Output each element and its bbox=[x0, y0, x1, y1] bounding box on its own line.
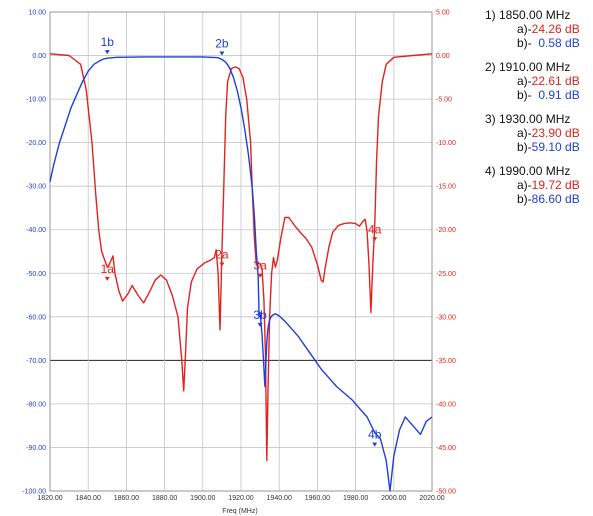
legend-marker-4: 4) 1990.00 MHz a)-19.72 dB b)-86.60 dB bbox=[485, 164, 589, 206]
legend-frequency: 3) 1930.00 MHz bbox=[485, 112, 571, 126]
y-right-tick-label: -25.00 bbox=[436, 271, 456, 278]
series-line-blue bbox=[49, 56, 433, 492]
marker-3b-label: 3b bbox=[253, 308, 267, 322]
legend-b-value: 59.10 dB bbox=[531, 140, 580, 154]
marker-4b-label: 4b bbox=[368, 428, 382, 442]
x-tick-label: 1840.00 bbox=[76, 495, 101, 502]
y-left-tick-label: 10.00 bbox=[28, 10, 46, 17]
x-tick-label: 1880.00 bbox=[152, 495, 177, 502]
y-left-tick-label: -70.00 bbox=[26, 358, 46, 365]
y-right-tick-label: -45.00 bbox=[436, 445, 456, 452]
legend-frequency: 4) 1990.00 MHz bbox=[485, 164, 571, 178]
legend-a-value: 24.26 dB bbox=[531, 22, 580, 36]
marker-1a-triangle bbox=[104, 276, 110, 281]
legend-frequency: 2) 1910.00 MHz bbox=[485, 60, 571, 74]
y-right-tick-label: 0.00 bbox=[436, 53, 450, 60]
y-right-tick-label: -50.00 bbox=[436, 489, 456, 496]
y-left-tick-label: -80.00 bbox=[26, 401, 46, 408]
y-left-tick-label: -10.00 bbox=[26, 97, 46, 104]
legend-frequency: 1) 1850.00 MHz bbox=[485, 8, 571, 22]
x-tick-label: 1940.00 bbox=[267, 495, 292, 502]
marker-2a-label: 2a bbox=[215, 247, 229, 261]
legend-b-prefix: b)- bbox=[517, 140, 532, 154]
marker-4a-triangle bbox=[372, 237, 378, 242]
legend-a-prefix: a)- bbox=[517, 126, 532, 140]
plot-frame bbox=[49, 11, 433, 492]
marker-1b-label: 1b bbox=[101, 35, 115, 49]
x-tick-label: 1900.00 bbox=[190, 495, 215, 502]
x-tick-label: 1860.00 bbox=[114, 495, 139, 502]
y-left-tick-label: -40.00 bbox=[26, 227, 46, 234]
legend-marker-3: 3) 1930.00 MHz a)-23.90 dB b)-59.10 dB bbox=[485, 112, 589, 154]
y-left-tick-label: -90.00 bbox=[26, 445, 46, 452]
legend-b-value: 0.58 dB bbox=[531, 36, 580, 50]
x-tick-label: 1960.00 bbox=[305, 495, 330, 502]
y-right-tick-label: -15.00 bbox=[436, 184, 456, 191]
series-line-red bbox=[49, 53, 433, 462]
y-left-tick-label: -50.00 bbox=[26, 271, 46, 278]
marker-3a-triangle bbox=[257, 273, 263, 278]
legend-marker-1: 1) 1850.00 MHz a)-24.26 dB b)- 0.58 dB bbox=[485, 8, 589, 50]
y-left-tick-label: -60.00 bbox=[26, 314, 46, 321]
legend-a-prefix: a)- bbox=[517, 178, 532, 192]
marker-4b-triangle bbox=[372, 442, 378, 447]
marker-3a-label: 3a bbox=[253, 259, 267, 273]
marker-3b-triangle bbox=[257, 322, 263, 327]
y-right-tick-label: -5.00 bbox=[436, 97, 452, 104]
legend-a-value: 23.90 dB bbox=[531, 126, 580, 140]
legend-b-value: 0.91 dB bbox=[531, 88, 580, 102]
legend-a-value: 19.72 dB bbox=[531, 178, 580, 192]
x-axis-title: Freq (MHz) bbox=[222, 508, 257, 515]
y-left-tick-label: -30.00 bbox=[26, 184, 46, 191]
series-layer bbox=[49, 53, 433, 492]
x-tick-label: 1820.00 bbox=[37, 495, 62, 502]
legend-marker-2: 2) 1910.00 MHz a)-22.61 dB b)- 0.91 dB bbox=[485, 60, 589, 102]
marker-2b-label: 2b bbox=[215, 37, 229, 51]
y-right-tick-label: -35.00 bbox=[436, 358, 456, 365]
axis-ticks: 10.00 5.00 0.00 0.00 -10.00 -5.00 -20.00 -10.00… bbox=[22, 10, 456, 503]
legend-b-prefix: b)- bbox=[517, 192, 532, 206]
legend-a-value: 22.61 dB bbox=[531, 74, 580, 88]
x-tick-label: 2000.00 bbox=[381, 495, 406, 502]
x-tick-label: 1920.00 bbox=[228, 495, 253, 502]
marker-layer: 1a 1b 2a 2b 3a 3b 4a 4b bbox=[101, 35, 382, 447]
x-tick-label: 1980.00 bbox=[343, 495, 368, 502]
marker-1b-triangle bbox=[104, 50, 110, 55]
legend-b-prefix: b)- bbox=[517, 36, 532, 50]
marker-readout-legend: 1) 1850.00 MHz a)-24.26 dB b)- 0.58 dB 2) 1… bbox=[485, 8, 589, 216]
y-right-tick-label: 5.00 bbox=[436, 10, 450, 17]
marker-2a-triangle bbox=[219, 262, 225, 267]
legend-a-prefix: a)- bbox=[517, 22, 532, 36]
marker-2b-triangle bbox=[219, 51, 225, 56]
y-right-tick-label: -40.00 bbox=[436, 401, 456, 408]
y-left-tick-label: -20.00 bbox=[26, 140, 46, 147]
plot-grid bbox=[49, 11, 433, 492]
legend-b-prefix: b)- bbox=[517, 88, 532, 102]
x-tick-label: 2020.00 bbox=[419, 495, 444, 502]
y-left-tick-label: -100.00 bbox=[22, 489, 46, 496]
y-left-tick-label: 0.00 bbox=[32, 53, 46, 60]
legend-b-value: 86.60 dB bbox=[531, 192, 580, 206]
y-right-tick-label: -10.00 bbox=[436, 140, 456, 147]
marker-1a-label: 1a bbox=[101, 262, 115, 276]
y-right-tick-label: -20.00 bbox=[436, 227, 456, 234]
y-right-tick-label: -30.00 bbox=[436, 314, 456, 321]
marker-4a-label: 4a bbox=[368, 222, 382, 236]
legend-a-prefix: a)- bbox=[517, 74, 532, 88]
